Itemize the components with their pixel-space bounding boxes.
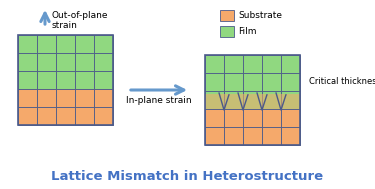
Bar bbox=[94, 71, 113, 89]
Bar bbox=[94, 35, 113, 53]
Bar bbox=[281, 55, 300, 73]
Bar bbox=[243, 73, 262, 91]
Bar bbox=[243, 109, 262, 127]
Bar bbox=[56, 89, 75, 107]
Bar bbox=[18, 35, 37, 53]
Bar bbox=[18, 35, 113, 125]
Bar bbox=[205, 91, 224, 109]
Bar bbox=[37, 107, 56, 125]
Bar bbox=[56, 71, 75, 89]
Text: Critical thickness: Critical thickness bbox=[309, 77, 375, 87]
Bar bbox=[37, 71, 56, 89]
Bar bbox=[205, 55, 300, 145]
Bar bbox=[205, 109, 224, 127]
Bar bbox=[94, 53, 113, 71]
Bar bbox=[75, 107, 94, 125]
Bar bbox=[224, 55, 243, 73]
Text: In-plane strain: In-plane strain bbox=[126, 96, 192, 105]
Bar bbox=[281, 73, 300, 91]
Bar bbox=[18, 107, 37, 125]
Bar bbox=[262, 55, 281, 73]
Bar bbox=[281, 109, 300, 127]
Bar bbox=[224, 91, 243, 109]
Text: Lattice Mismatch in Heterostructure: Lattice Mismatch in Heterostructure bbox=[51, 170, 323, 183]
Bar bbox=[205, 73, 224, 91]
Bar bbox=[56, 35, 75, 53]
Bar bbox=[224, 73, 243, 91]
Bar bbox=[18, 53, 37, 71]
Bar bbox=[94, 89, 113, 107]
Bar bbox=[75, 53, 94, 71]
Bar bbox=[18, 71, 37, 89]
Bar bbox=[262, 109, 281, 127]
Bar bbox=[205, 127, 224, 145]
Bar bbox=[243, 127, 262, 145]
Bar bbox=[281, 127, 300, 145]
Bar bbox=[37, 35, 56, 53]
Bar bbox=[243, 91, 262, 109]
Bar bbox=[75, 35, 94, 53]
Bar bbox=[224, 127, 243, 145]
Bar bbox=[205, 94, 300, 109]
Bar bbox=[56, 107, 75, 125]
Bar bbox=[205, 55, 224, 73]
Bar bbox=[56, 53, 75, 71]
Text: Film: Film bbox=[238, 27, 256, 36]
Bar bbox=[262, 91, 281, 109]
Text: Out-of-plane
strain: Out-of-plane strain bbox=[52, 11, 108, 30]
Bar bbox=[224, 109, 243, 127]
Bar bbox=[220, 10, 234, 21]
Bar bbox=[37, 89, 56, 107]
Bar bbox=[37, 53, 56, 71]
Text: Substrate: Substrate bbox=[238, 11, 282, 20]
Bar bbox=[75, 89, 94, 107]
Bar bbox=[262, 127, 281, 145]
Bar bbox=[281, 91, 300, 109]
Bar bbox=[75, 71, 94, 89]
Bar bbox=[262, 73, 281, 91]
Bar bbox=[220, 26, 234, 37]
Bar bbox=[18, 89, 37, 107]
Bar bbox=[243, 55, 262, 73]
Bar bbox=[94, 107, 113, 125]
